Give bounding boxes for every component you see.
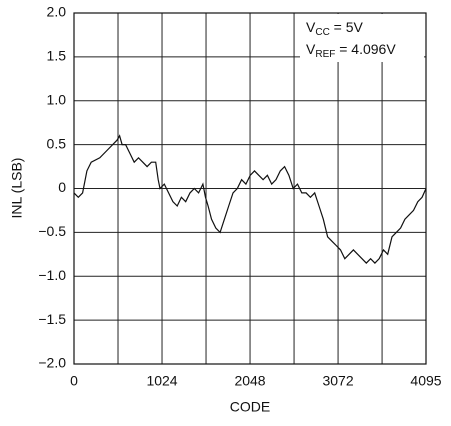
x-tick-label: 0 bbox=[70, 373, 78, 389]
annotation-text: = 5V bbox=[330, 19, 364, 35]
annotation-text: V bbox=[306, 19, 316, 35]
annotation: VREF = 4.096V bbox=[306, 41, 396, 60]
annotation-subscript: CC bbox=[315, 27, 329, 38]
annotation-text: = 4.096V bbox=[335, 41, 396, 57]
annotation: VCC = 5V bbox=[306, 19, 364, 38]
annotation-box bbox=[300, 14, 424, 62]
x-tick-label: 1024 bbox=[146, 373, 177, 389]
x-tick-label: 4095 bbox=[410, 373, 441, 389]
y-tick-label: −0.5 bbox=[38, 223, 66, 239]
y-tick-label: 2.0 bbox=[47, 4, 67, 20]
y-tick-label: 1.5 bbox=[47, 48, 67, 64]
data-line bbox=[73, 134, 427, 264]
annotation-subscript: REF bbox=[315, 49, 335, 60]
y-tick-label: −1.0 bbox=[38, 267, 66, 283]
x-tick-label: 3072 bbox=[322, 373, 353, 389]
x-axis-label: CODE bbox=[230, 399, 270, 415]
x-tick-label: 2048 bbox=[234, 373, 265, 389]
y-tick-label: −1.5 bbox=[38, 311, 66, 327]
y-tick-label: 0.5 bbox=[47, 135, 67, 151]
y-tick-label: 1.0 bbox=[47, 91, 67, 107]
y-tick-label: 0 bbox=[58, 179, 66, 195]
y-axis-label: INL (LSB) bbox=[9, 158, 25, 219]
y-tick-label: −2.0 bbox=[38, 355, 66, 371]
annotation-text: V bbox=[306, 41, 316, 57]
